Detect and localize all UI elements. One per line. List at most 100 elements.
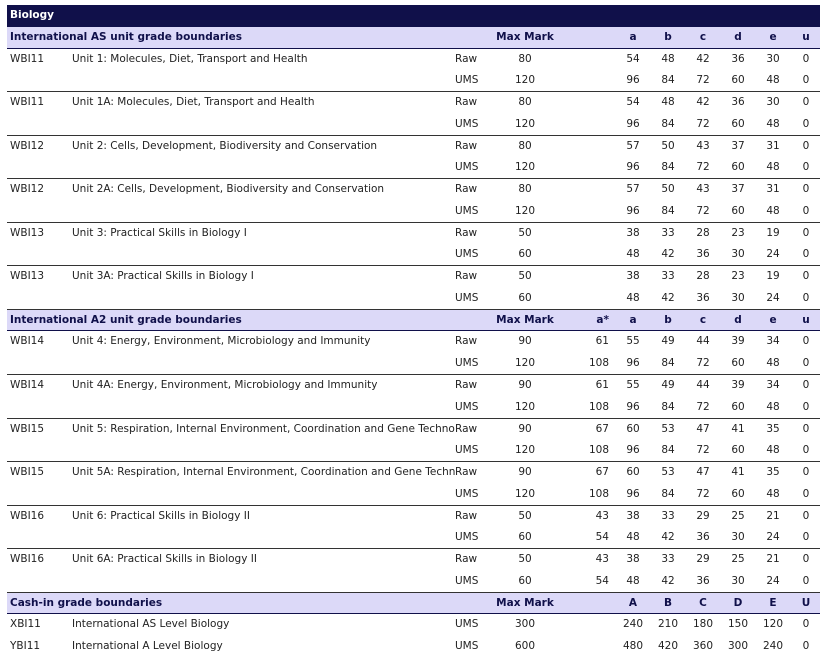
- mark-type: UMS: [455, 204, 479, 217]
- unit-code: WBI16: [10, 509, 45, 522]
- grade-value: 240: [762, 640, 784, 653]
- unit-title: Unit 1A: Molecules, Diet, Transport and …: [72, 96, 315, 109]
- grade-value: 0: [802, 357, 810, 370]
- grade-header: d: [734, 30, 742, 43]
- grade-value: 0: [802, 379, 810, 392]
- mark-type: Raw: [455, 183, 478, 196]
- grade-value: 21: [766, 509, 780, 522]
- table-row: WBI12 Unit 2A: Cells, Development, Biodiv…: [7, 179, 820, 201]
- grade-value: 180: [692, 618, 714, 631]
- grade-header: A: [628, 596, 638, 609]
- grade-value: 42: [661, 531, 675, 544]
- table-row: UMS 120 96 84 72 60 48 0: [7, 201, 820, 223]
- grade-value: 43: [696, 139, 710, 152]
- mark-type: UMS: [455, 291, 479, 304]
- grade-value: 48: [766, 74, 780, 87]
- mark-type: Raw: [455, 52, 478, 65]
- table-title: Biology: [10, 9, 54, 21]
- grade-value: 39: [731, 335, 745, 348]
- table-row: UMS 60 48 42 36 30 24 0: [7, 288, 820, 310]
- unit-code: WBI14: [10, 379, 45, 392]
- unit-code: WBI16: [10, 553, 45, 566]
- max-mark: 120: [514, 487, 536, 500]
- unit-code: WBI13: [10, 270, 45, 283]
- unit-code: WBI11: [10, 96, 45, 109]
- section-heading: International AS unit grade boundaries: [10, 30, 242, 43]
- grade-value: 72: [696, 400, 710, 413]
- grade-value: 84: [661, 204, 675, 217]
- mark-type: UMS: [455, 400, 479, 413]
- max-mark: 600: [514, 640, 536, 653]
- grade-value: 120: [762, 618, 784, 631]
- max-mark: 120: [514, 161, 536, 174]
- table-row: UMS 60 48 42 36 30 24 0: [7, 244, 820, 267]
- max-mark: 50: [518, 270, 532, 283]
- grade-value: 28: [696, 226, 710, 239]
- grade-header: u: [802, 30, 810, 43]
- grade-value: 41: [731, 466, 745, 479]
- mark-type: Raw: [455, 553, 478, 566]
- grade-value: 48: [626, 291, 640, 304]
- grade-value: 30: [731, 531, 745, 544]
- max-mark: 90: [518, 422, 532, 435]
- grade-value: 0: [802, 509, 810, 522]
- unit-title: Unit 5A: Respiration, Internal Environme…: [72, 466, 455, 479]
- grade-value: 0: [802, 96, 810, 109]
- table-row: WBI12 Unit 2: Cells, Development, Biodive…: [7, 136, 820, 158]
- grade-value: 33: [661, 270, 675, 283]
- grade-value: 0: [802, 574, 810, 587]
- grade-value: 38: [626, 553, 640, 566]
- mark-type: Raw: [455, 335, 478, 348]
- section-header-row: International AS unit grade boundaries Ma…: [7, 26, 820, 49]
- grade-value: 48: [661, 96, 675, 109]
- mark-type: UMS: [455, 531, 479, 544]
- unit-title: Unit 3: Practical Skills in Biology I: [72, 226, 247, 239]
- mark-type: Raw: [455, 226, 478, 239]
- section-header-row: Cash-in grade boundaries Max Mark A B C D E U: [7, 592, 820, 615]
- grade-header: a: [629, 313, 637, 326]
- grade-astar: 54: [595, 531, 609, 544]
- grade-value: 53: [661, 466, 675, 479]
- max-mark: 50: [518, 226, 532, 239]
- grade-value: 96: [626, 74, 640, 87]
- table-row: UMS 60 54 48 42 36 30 24 0: [7, 527, 820, 550]
- grade-value: 300: [727, 640, 749, 653]
- grade-value: 38: [626, 509, 640, 522]
- grade-header: a: [629, 30, 637, 43]
- grade-value: 48: [626, 531, 640, 544]
- grade-value: 0: [802, 139, 810, 152]
- grade-value: 240: [622, 618, 644, 631]
- unit-code: WBI15: [10, 422, 45, 435]
- grade-value: 0: [802, 117, 810, 130]
- grade-value: 19: [766, 226, 780, 239]
- grade-value: 44: [696, 335, 710, 348]
- grade-value: 72: [696, 161, 710, 174]
- grade-value: 28: [696, 270, 710, 283]
- grade-value: 72: [696, 357, 710, 370]
- grade-value: 72: [696, 487, 710, 500]
- grade-astar: 61: [595, 335, 609, 348]
- table-row: WBI14 Unit 4: Energy, Environment, Microb…: [7, 331, 820, 353]
- grade-value: 0: [802, 444, 810, 457]
- table-row: WBI16 Unit 6: Practical Skills in Biology…: [7, 506, 820, 528]
- unit-title: Unit 4A: Energy, Environment, Microbiolo…: [72, 379, 378, 392]
- unit-title: Unit 2: Cells, Development, Biodiversity…: [72, 139, 378, 152]
- grade-value: 84: [661, 74, 675, 87]
- grade-header: e: [769, 313, 777, 326]
- grade-value: 0: [802, 618, 810, 631]
- grade-value: 24: [766, 574, 780, 587]
- mark-type: UMS: [455, 618, 479, 631]
- mark-type: UMS: [455, 574, 479, 587]
- grade-header: b: [664, 30, 672, 43]
- grade-value: 25: [731, 553, 745, 566]
- max-mark: 50: [518, 553, 532, 566]
- grade-value: 55: [626, 335, 640, 348]
- section-header-row: International A2 unit grade boundaries Ma…: [7, 309, 820, 332]
- grade-value: 42: [696, 96, 710, 109]
- grade-value: 50: [661, 183, 675, 196]
- grade-astar: 108: [588, 487, 609, 500]
- grade-value: 42: [661, 574, 675, 587]
- grade-value: 34: [766, 335, 780, 348]
- max-mark: 50: [518, 509, 532, 522]
- grade-value: 0: [802, 248, 810, 261]
